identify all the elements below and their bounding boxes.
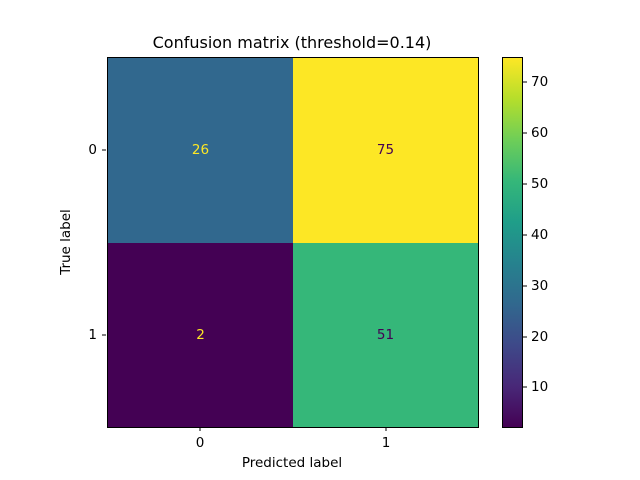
colorbar-ticklabel: 20 [531,328,549,345]
cell-value: 2 [196,326,205,343]
colorbar-tickmark [523,386,527,388]
y-tickmark [102,149,106,151]
y-ticklabel: 0 [88,141,97,158]
x-tickmark [385,427,387,431]
x-ticklabel: 1 [381,435,391,451]
colorbar-ticklabel: 30 [531,277,549,294]
heatmap-cell-r0c1: 75 [293,58,478,243]
colorbar-tickmark [523,183,527,185]
x-tickmark [199,427,201,431]
heatmap-cell-r0c0: 26 [108,58,293,243]
chart-title: Confusion matrix (threshold=0.14) [152,33,432,52]
colorbar [502,57,523,428]
colorbar-ticklabel: 70 [531,74,549,91]
x-ticklabel: 0 [195,435,205,451]
heatmap-grid: 26 75 2 51 [107,57,479,428]
cell-value: 51 [376,326,395,343]
heatmap-cell-r1c1: 51 [293,242,478,427]
y-tickmark [102,334,106,336]
y-axis-label: True label [58,209,74,275]
colorbar-tickmark [523,81,527,83]
colorbar-ticklabel: 40 [531,226,549,243]
colorbar-tickmark [523,285,527,287]
colorbar-tickmark [523,234,527,236]
heatmap-cell-r1c0: 2 [108,242,293,427]
colorbar-ticklabel: 60 [531,125,549,142]
cell-value: 26 [191,142,210,159]
colorbar-ticklabel: 10 [531,379,549,396]
cell-value: 75 [376,142,395,159]
x-axis-label: Predicted label [241,455,343,471]
colorbar-tickmark [523,132,527,134]
y-ticklabel: 1 [88,327,97,344]
colorbar-ticklabel: 50 [531,176,549,193]
colorbar-ticks: 10 20 30 40 50 60 70 [523,57,583,428]
colorbar-tickmark [523,336,527,338]
